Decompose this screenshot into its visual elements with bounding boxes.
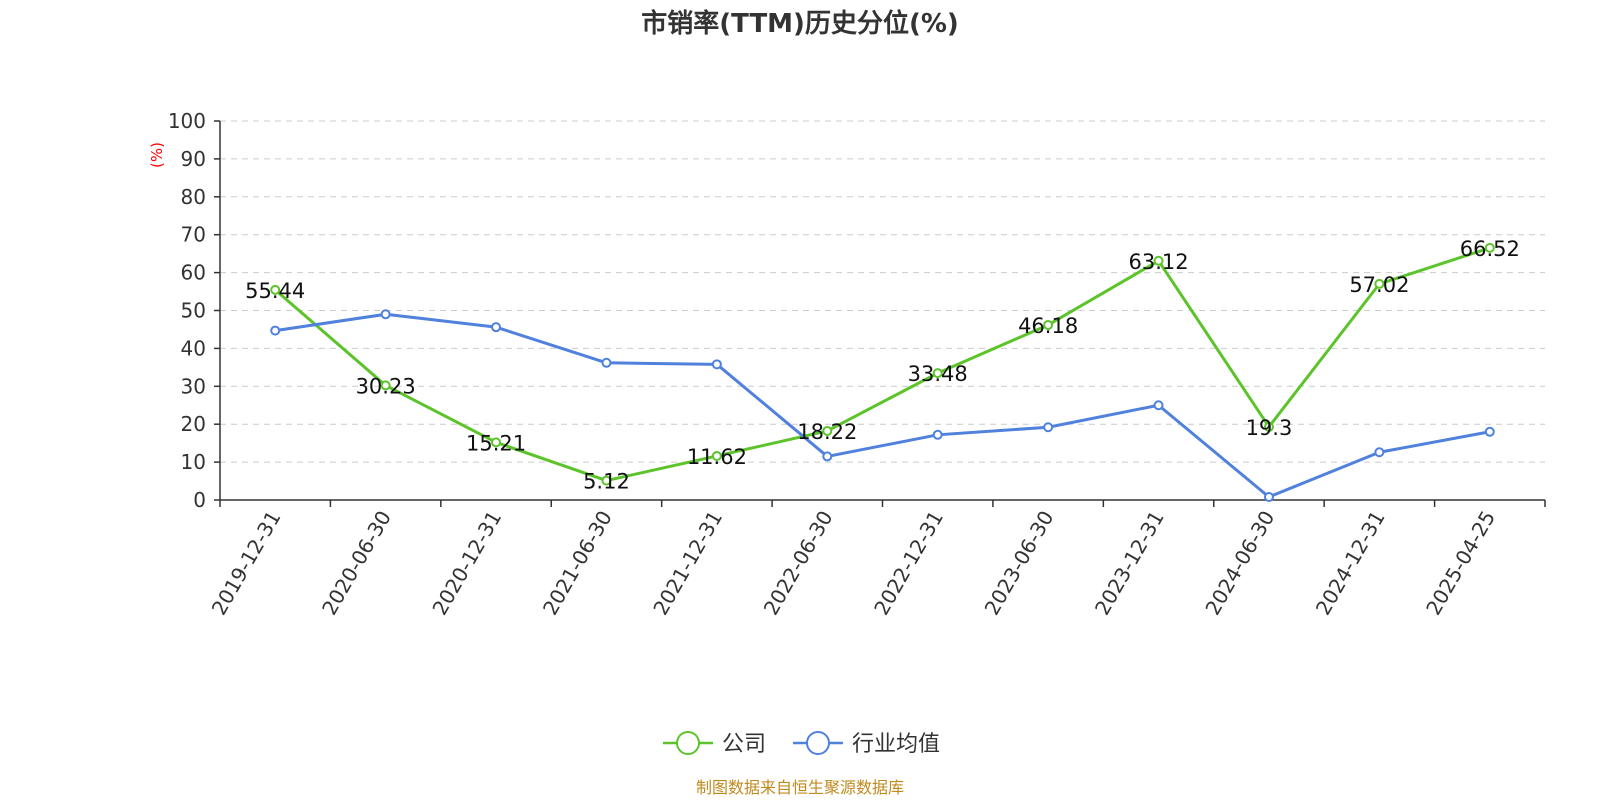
data-label-layer: 55.44 30.23 15.21 5.12 11.62 18.22 33.48 46.18 6… (245, 237, 1520, 494)
y-tick-label: 20 (181, 412, 206, 436)
x-tick-label: 2024-12-31 (1311, 507, 1390, 620)
legend-label-0: 公司 (722, 732, 766, 757)
x-tick-label: 2019-12-31 (207, 507, 286, 620)
series-1-point (1484, 426, 1495, 437)
data-label: 11.62 (687, 445, 747, 469)
series-1-point (1263, 491, 1274, 502)
axis-layer: 0 10 20 30 40 50 60 70 80 90 100 2019-12-31 2020-06-… (168, 109, 1546, 620)
series-0-point (1043, 319, 1054, 330)
y-tick-label: 40 (181, 336, 206, 360)
series-0-point (822, 425, 833, 436)
data-label: 30.23 (356, 374, 416, 398)
x-tick-label: 2022-06-30 (759, 507, 838, 620)
data-label: 5.12 (583, 470, 630, 494)
y-tick-label: 100 (168, 109, 206, 133)
series-0-point (380, 380, 391, 391)
series-1-point (380, 309, 391, 320)
series-1-point (491, 322, 502, 333)
y-tick-label: 30 (181, 374, 206, 398)
data-label: 63.12 (1128, 250, 1188, 274)
x-tick-label: 2020-06-30 (317, 507, 396, 620)
series-0-point (711, 450, 722, 461)
y-tick-label: 0 (193, 488, 206, 512)
x-tick-label: 2021-06-30 (538, 507, 617, 620)
y-tick-label: 80 (181, 185, 206, 209)
series-line-0 (274, 246, 1491, 483)
data-label: 66.52 (1460, 237, 1520, 261)
x-tick-label: 2020-12-31 (427, 506, 506, 619)
data-label: 55.44 (245, 279, 305, 303)
series-0-point (1374, 278, 1385, 289)
data-label: 18.22 (797, 420, 857, 444)
series-line-1 (274, 312, 1491, 499)
source-note: 制图数据来自恒生聚源数据库 (696, 778, 904, 797)
data-label: 46.18 (1018, 314, 1078, 338)
y-tick-label: 90 (181, 147, 206, 171)
chart-title: 市销率(TTM)历史分位(%) (641, 8, 959, 39)
series-layer (270, 242, 1495, 502)
data-label: 15.21 (466, 431, 526, 455)
data-label: 57.02 (1349, 273, 1409, 297)
x-tick-label: 2024-06-30 (1200, 507, 1279, 620)
y-tick-label: 60 (181, 261, 206, 285)
x-tick-label: 2022-12-31 (869, 506, 948, 619)
series-1-point (932, 429, 943, 440)
grid-layer (220, 120, 1545, 463)
series-1-point (822, 451, 833, 462)
series-1-point (270, 325, 281, 336)
data-label: 19.3 (1246, 416, 1293, 440)
series-0-point (1484, 242, 1495, 253)
series-0-point (270, 284, 281, 295)
legend-marker-1 (806, 731, 830, 755)
series-1-point (1374, 447, 1385, 458)
x-tick-label: 2023-12-31 (1090, 507, 1169, 620)
legend: 公司 行业均值 (663, 731, 940, 757)
series-0-point (1263, 421, 1274, 432)
series-0-point (932, 368, 943, 379)
legend-label-1: 行业均值 (852, 732, 940, 757)
y-tick-label: 50 (181, 299, 206, 323)
y-axis-unit: (%) (148, 142, 166, 168)
x-tick-label: 2025-04-25 (1421, 507, 1500, 620)
series-1-point (1153, 400, 1164, 411)
series-1-point (1043, 422, 1054, 433)
series-0-point (1153, 255, 1164, 266)
y-tick-label: 70 (181, 223, 206, 247)
series-1-point (711, 359, 722, 370)
series-0-point (601, 475, 612, 486)
series-0-point (491, 437, 502, 448)
series-1-point (601, 357, 612, 368)
legend-marker-0 (676, 731, 700, 755)
x-tick-label: 2023-06-30 (980, 507, 1059, 620)
y-tick-label: 10 (181, 450, 206, 474)
data-label: 33.48 (908, 362, 968, 386)
x-tick-label: 2021-12-31 (648, 507, 727, 620)
